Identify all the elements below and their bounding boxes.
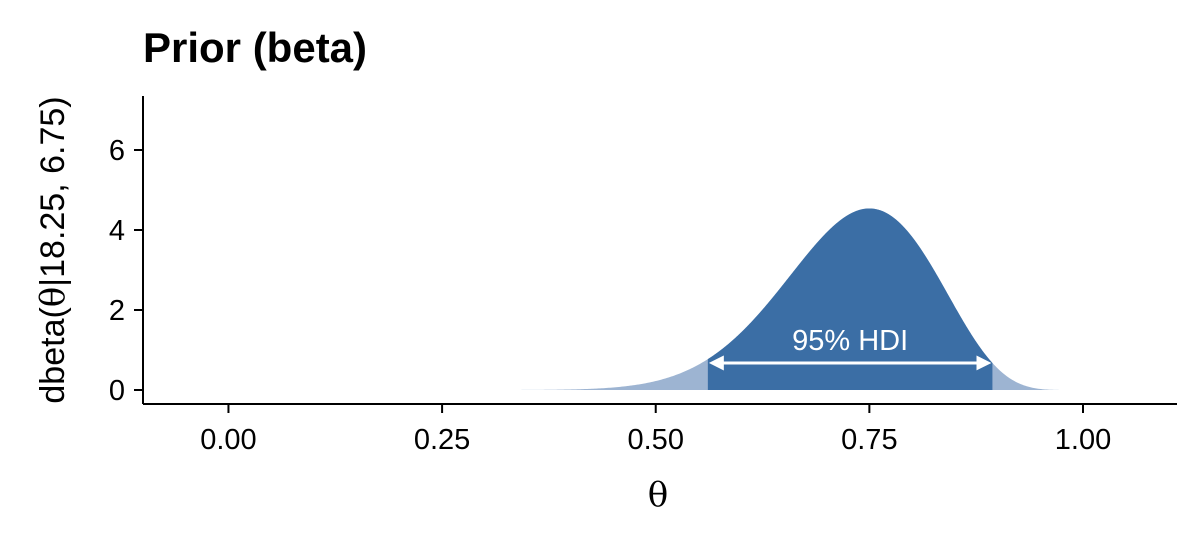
x-axis: 0.00 0.25 0.50 0.75 1.00: [143, 403, 1177, 456]
y-axis-title-rest: |18.25, 6.75: [34, 108, 72, 287]
x-tick-label-3: 0.75: [841, 424, 897, 456]
y-tick-label-2: 4: [109, 215, 125, 247]
y-tick-label-0: 0: [109, 375, 125, 407]
x-tick-label-2: 0.50: [628, 424, 684, 456]
x-tick-label-0: 0.00: [200, 424, 256, 456]
x-tick-label-4: 1.00: [1055, 424, 1111, 456]
y-axis-title-open-paren: (: [34, 307, 72, 319]
plot-area: 95% HDI: [229, 208, 1083, 390]
y-axis-title-prefix: dbeta: [34, 318, 72, 403]
chart-title: Prior (beta): [143, 24, 367, 71]
y-axis-title-theta: θ: [33, 287, 73, 307]
y-axis-title-close-paren: ): [34, 96, 72, 107]
y-tick-label-3: 6: [109, 135, 125, 167]
y-axis: 0 2 4 6: [109, 96, 144, 407]
x-axis-title: θ: [648, 475, 668, 515]
hdi-density-area: [707, 208, 993, 390]
x-tick-label-1: 0.25: [414, 424, 470, 456]
y-tick-label-1: 2: [109, 295, 125, 327]
y-axis-title: dbeta(θ|18.25, 6.75): [33, 96, 73, 403]
hdi-label: 95% HDI: [792, 325, 908, 357]
